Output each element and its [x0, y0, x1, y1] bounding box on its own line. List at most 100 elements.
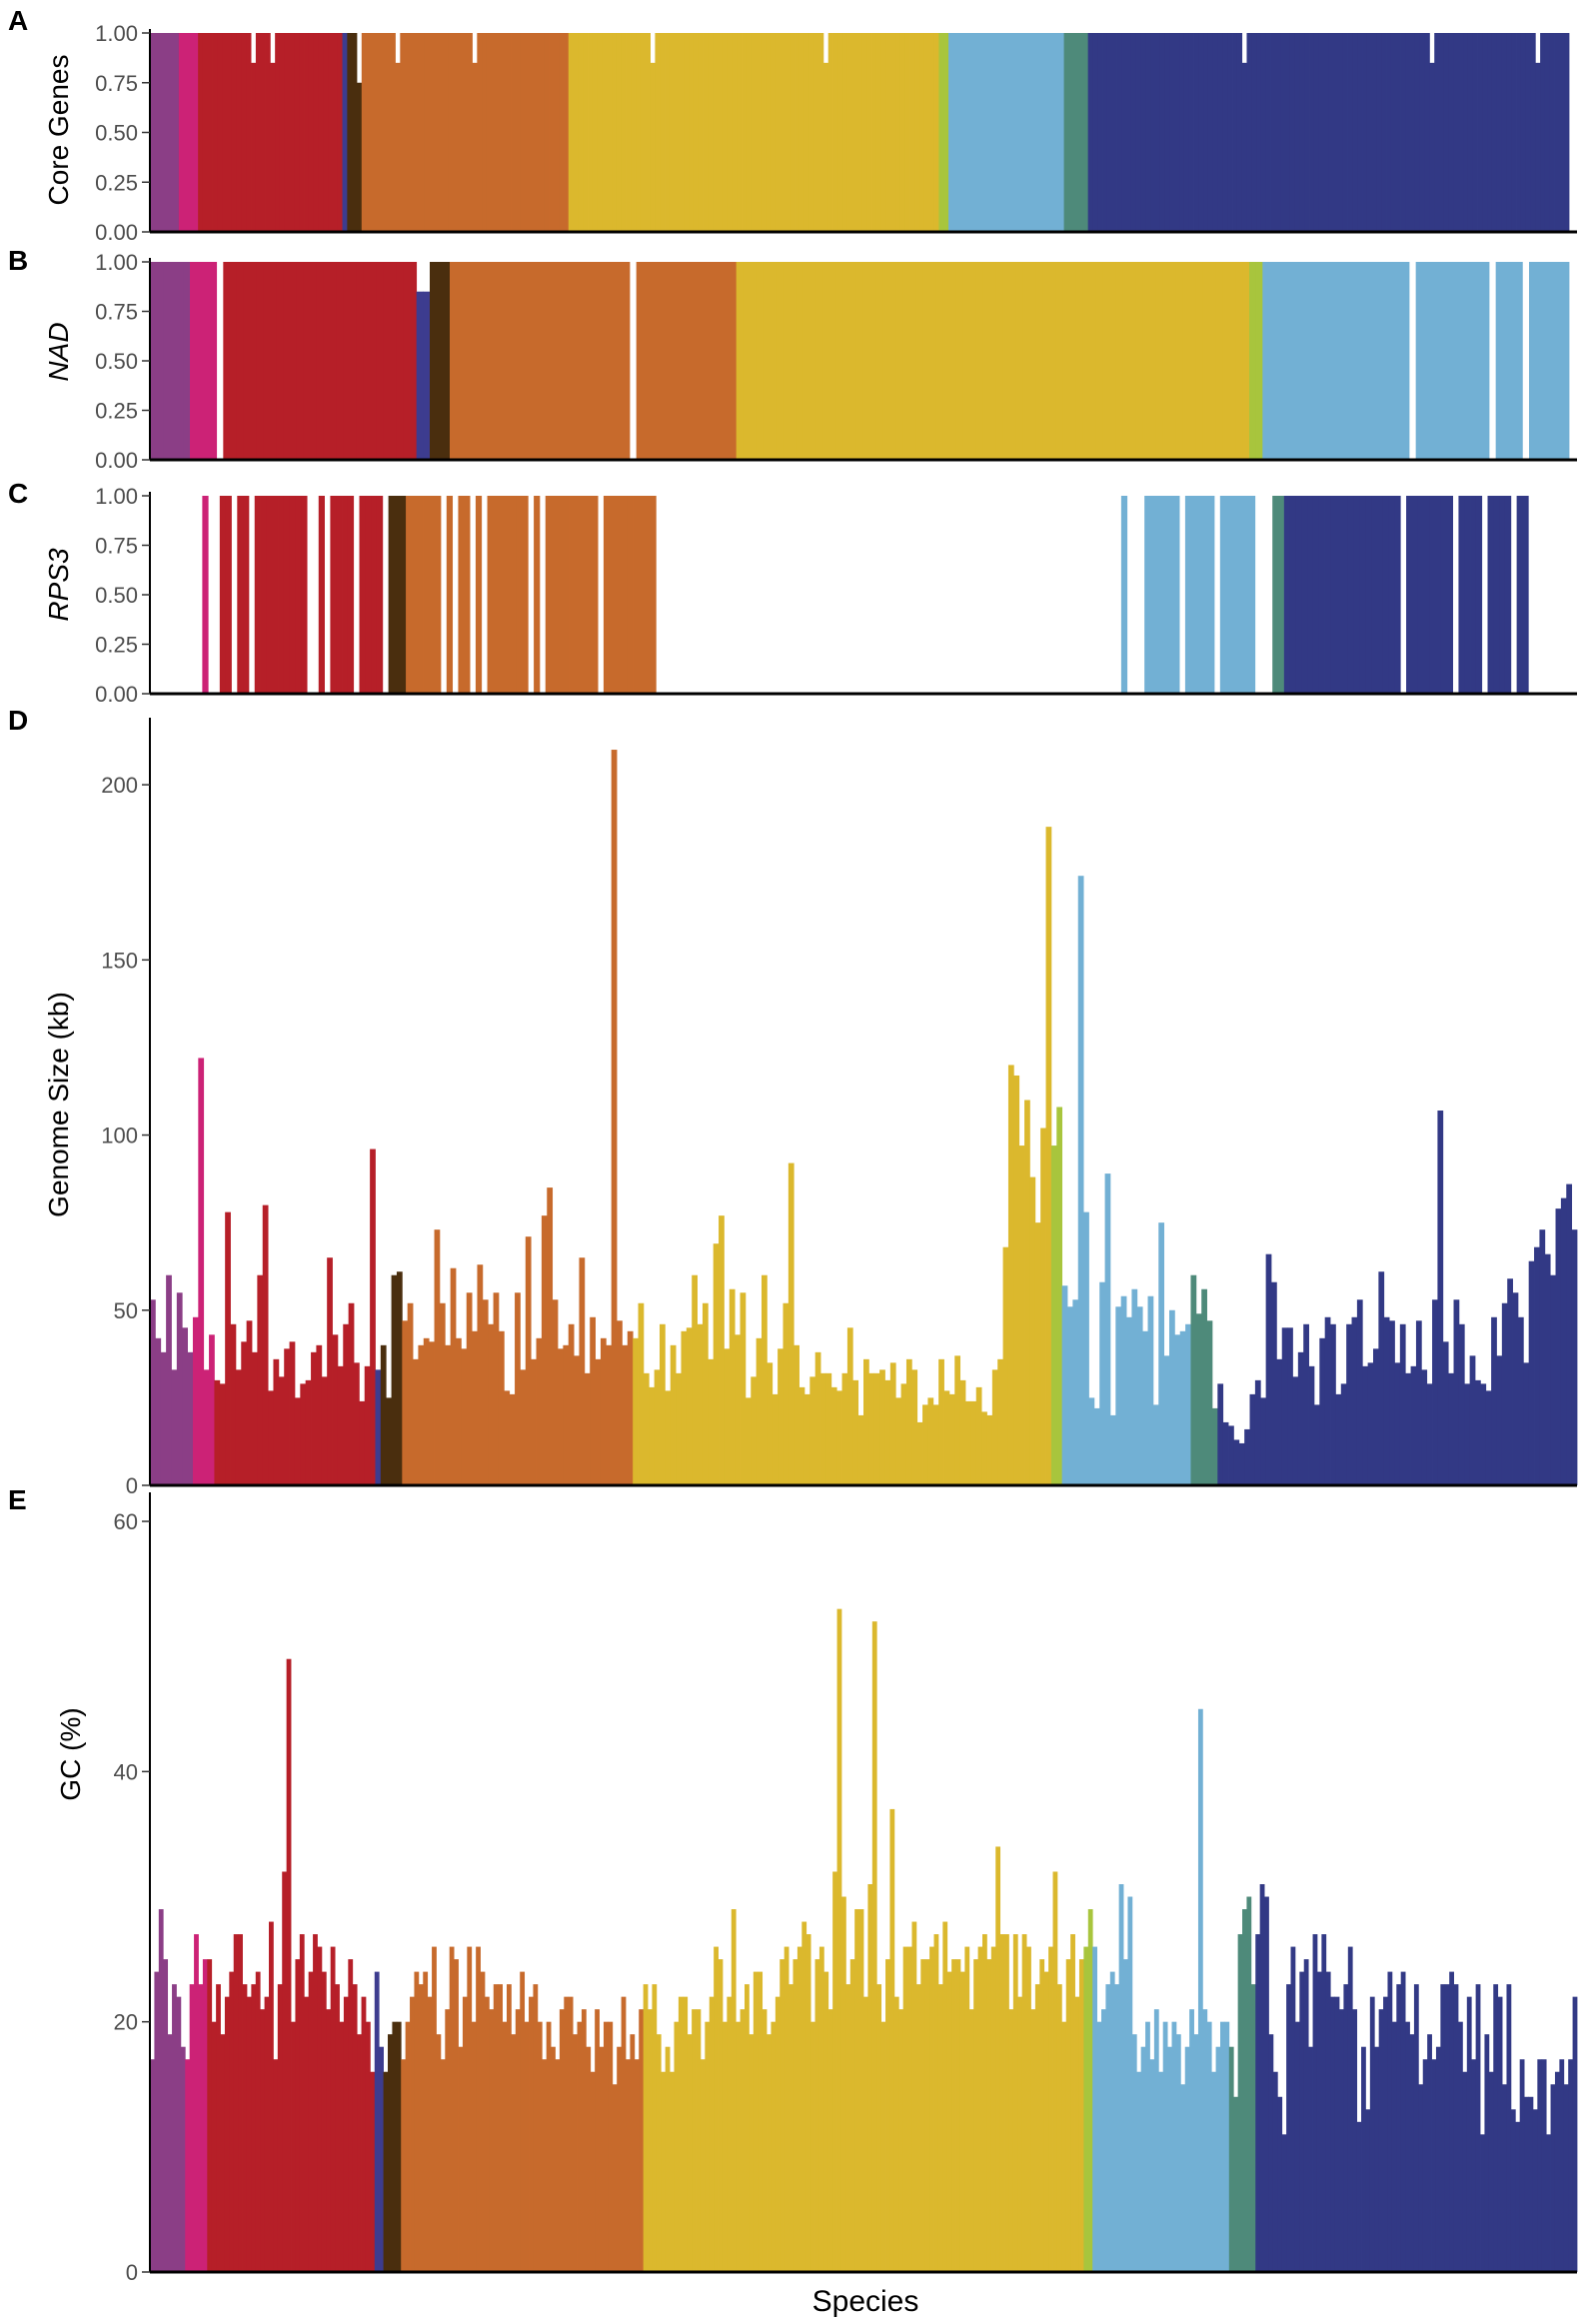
bar — [192, 1316, 199, 1485]
bar — [810, 2021, 815, 2272]
bar — [1280, 33, 1286, 232]
bar — [790, 33, 796, 232]
bar — [188, 33, 194, 232]
bar — [237, 496, 244, 694]
bar — [1145, 2021, 1150, 2272]
bar — [1475, 1379, 1481, 1485]
bar — [1265, 33, 1271, 232]
bar — [638, 496, 646, 694]
bar — [1286, 1984, 1291, 2272]
bar — [1145, 33, 1151, 232]
bar — [1029, 33, 1036, 232]
bar — [767, 2034, 772, 2272]
bar — [1307, 496, 1314, 694]
bar — [436, 2034, 442, 2272]
y-tick-label: 20 — [114, 2010, 138, 2035]
bar — [1179, 1330, 1186, 1485]
bar — [1147, 1295, 1154, 1485]
bar — [709, 1996, 715, 2272]
bar — [1304, 33, 1310, 232]
bar — [1440, 496, 1448, 694]
bar — [383, 262, 391, 460]
bar — [1381, 33, 1387, 232]
bar — [1208, 496, 1215, 694]
bar — [150, 262, 158, 460]
bar — [1463, 33, 1469, 232]
bar — [1429, 62, 1435, 232]
bar — [1549, 262, 1557, 460]
bar — [885, 33, 891, 232]
bar — [1116, 33, 1122, 232]
bar — [337, 1365, 344, 1485]
bar — [1099, 1281, 1105, 1485]
bar — [751, 33, 757, 232]
bar — [231, 33, 238, 232]
bar — [1135, 33, 1141, 232]
bar — [723, 262, 731, 460]
bar — [1211, 2071, 1216, 2272]
bar — [1082, 33, 1089, 232]
bar — [1554, 2071, 1560, 2272]
bar — [1301, 496, 1308, 694]
y-tick-label: 0.25 — [95, 633, 138, 658]
bar — [1376, 33, 1382, 232]
bar — [919, 33, 925, 232]
bar — [448, 33, 454, 232]
bar — [1087, 1909, 1093, 2272]
bar — [1158, 2071, 1164, 2272]
bar — [343, 1323, 350, 1485]
bar — [665, 33, 671, 232]
bar — [251, 62, 257, 232]
bar — [224, 1996, 230, 2272]
bar — [927, 1397, 934, 1485]
bar — [458, 2046, 464, 2272]
bar — [1564, 33, 1570, 232]
bar — [289, 496, 296, 694]
bar — [520, 33, 526, 232]
bar — [962, 262, 970, 460]
y-tick-label: 0.25 — [95, 170, 138, 195]
bar — [902, 262, 910, 460]
bar — [294, 33, 300, 232]
bar — [1455, 262, 1463, 460]
bar — [502, 2021, 508, 2272]
bar — [343, 1996, 349, 2272]
bar — [842, 33, 848, 232]
bar — [1039, 1959, 1045, 2272]
bar — [260, 496, 267, 694]
bar — [1516, 33, 1522, 232]
bar — [1030, 2009, 1036, 2272]
bar — [1299, 1971, 1305, 2272]
bar — [1568, 2059, 1573, 2272]
bar — [1528, 1260, 1535, 1485]
bar — [1496, 33, 1503, 232]
bar — [1012, 1934, 1018, 2272]
bar — [1115, 1306, 1122, 1485]
bar — [590, 2071, 596, 2272]
bar — [1506, 33, 1512, 232]
bar — [272, 496, 279, 694]
bar — [1406, 496, 1413, 694]
bar — [1109, 1414, 1116, 1485]
bar — [291, 2021, 296, 2272]
bar — [1376, 496, 1384, 694]
bar — [551, 2046, 556, 2272]
bar — [991, 1369, 998, 1485]
bar — [1131, 2034, 1137, 2272]
bar — [976, 33, 983, 232]
y-axis-label-c: RPS3 — [43, 548, 74, 622]
bar — [1265, 1253, 1272, 1485]
bar — [458, 33, 464, 232]
bar — [1190, 496, 1197, 694]
panel-e: 0 20 40 60 — [114, 1492, 1578, 2285]
bar — [1159, 33, 1166, 232]
bar — [1272, 496, 1279, 694]
bar — [470, 262, 478, 460]
bar — [879, 1369, 885, 1485]
bar — [1439, 33, 1445, 232]
bar — [1467, 33, 1474, 232]
bar — [1511, 33, 1517, 232]
bar — [379, 2046, 384, 2272]
bar — [1217, 1383, 1224, 1485]
bar — [612, 2084, 618, 2272]
